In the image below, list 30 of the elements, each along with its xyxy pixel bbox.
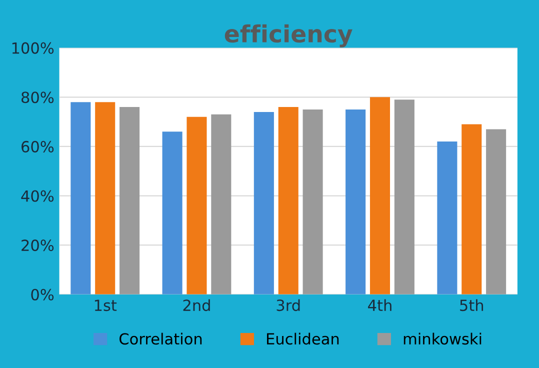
bar xyxy=(437,142,458,294)
bar xyxy=(162,132,182,294)
bar xyxy=(370,97,390,294)
bar xyxy=(278,107,298,294)
bar xyxy=(486,129,506,294)
bar xyxy=(394,100,414,294)
bar xyxy=(70,102,91,294)
y-tick-label: 40% xyxy=(21,190,54,202)
x-tick-label: 1st xyxy=(94,300,117,312)
bar xyxy=(120,107,140,294)
x-tick-label: 3rd xyxy=(276,299,300,312)
bar xyxy=(346,109,366,294)
bar xyxy=(254,112,274,294)
bar xyxy=(462,124,482,294)
bar xyxy=(186,116,207,294)
bar xyxy=(95,102,116,294)
y-tick-label: 60% xyxy=(22,140,54,152)
y-tick-label: 20% xyxy=(22,240,54,252)
bar xyxy=(302,109,323,294)
x-tick-label: 5th xyxy=(460,299,484,312)
y-tick-label: 80% xyxy=(22,92,54,104)
x-tick-label: 2nd xyxy=(183,299,210,312)
chart-title: efficiency xyxy=(224,24,352,48)
bar xyxy=(211,114,232,294)
legend-label: Euclidean xyxy=(267,332,339,345)
legend-label: Correlation xyxy=(120,332,202,345)
y-tick-label: 0% xyxy=(31,288,54,300)
x-tick-label: 4th xyxy=(368,299,392,311)
y-tick-label: 100% xyxy=(12,42,54,54)
legend-label: minkowski xyxy=(404,332,482,345)
